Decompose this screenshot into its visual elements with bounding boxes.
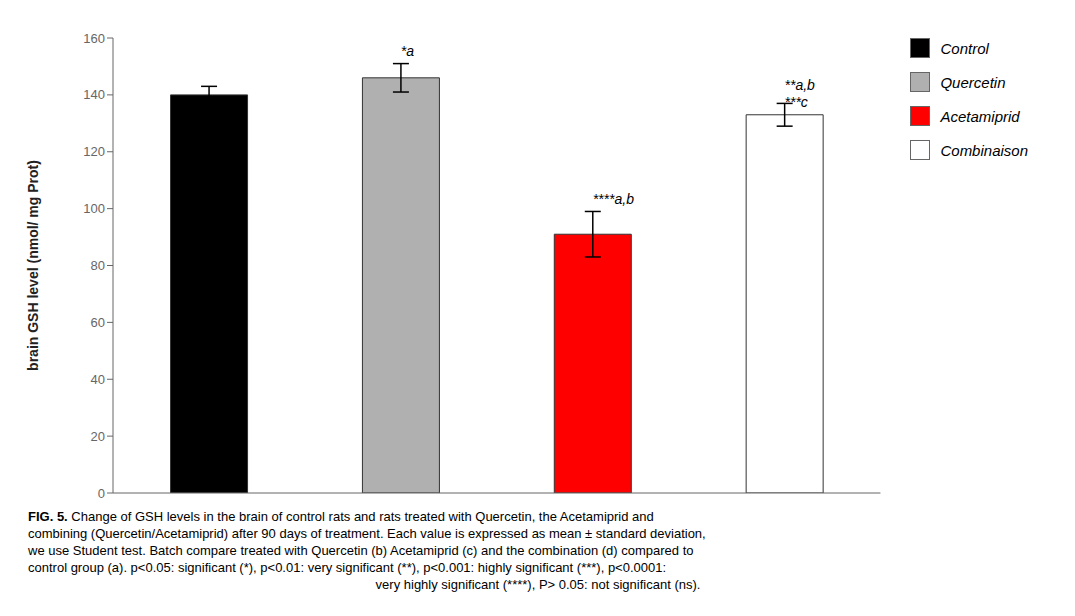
svg-text:***c: ***c — [785, 94, 808, 110]
svg-text:*a: *a — [401, 43, 414, 59]
svg-text:****a,b: ****a,b — [593, 191, 634, 207]
svg-text:**a,b: **a,b — [785, 77, 816, 93]
html-text:Control: Control — [940, 39, 989, 57]
html-text:control group (a). p<0.05: sig: control group (a). p<0.05: significant (… — [28, 560, 667, 575]
svg-text:60: 60 — [91, 315, 105, 330]
svg-text:80: 80 — [91, 258, 105, 273]
html-text:we use Student test. Batch com: we use Student test. Batch compare treat… — [28, 543, 694, 558]
svg-text:0: 0 — [98, 486, 105, 501]
html-text:Quercetin: Quercetin — [940, 73, 1006, 91]
html-text:Acetamiprid: Acetamiprid — [940, 107, 1020, 125]
svg-text:brain GSH level (nmol/ mg Prot: brain GSH level (nmol/ mg Prot) — [25, 160, 41, 371]
html-text:very highly significant (****): very highly significant (****), P> 0.05:… — [375, 577, 701, 592]
svg-text:20: 20 — [91, 429, 105, 444]
svg-text:140: 140 — [83, 87, 105, 102]
html-text:FIG. 5. Change of GSH levels i: FIG. 5. Change of GSH levels in the brai… — [28, 509, 654, 524]
svg-text:100: 100 — [83, 201, 105, 216]
svg-text:40: 40 — [91, 372, 105, 387]
svg-text:160: 160 — [83, 31, 105, 46]
html-text:Combinaison: Combinaison — [940, 141, 1028, 159]
svg-text:120: 120 — [83, 144, 105, 159]
html-text:combining (Quercetin/Acetamipr: combining (Quercetin/Acetamiprid) after … — [28, 526, 706, 541]
